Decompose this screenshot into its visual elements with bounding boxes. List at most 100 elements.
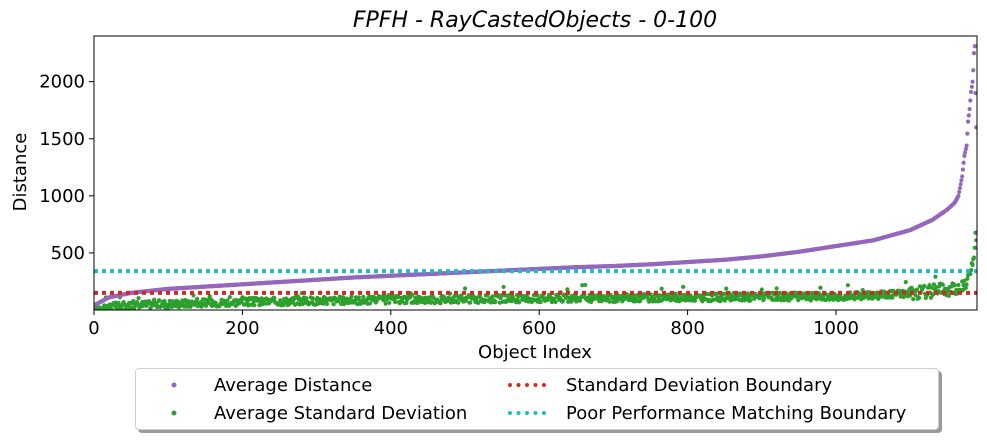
- point-average-distance: [963, 150, 968, 155]
- point-average-standard-deviation: [615, 298, 620, 303]
- point-average-standard-deviation: [922, 283, 927, 288]
- point-average-standard-deviation: [538, 299, 543, 305]
- point-average-standard-deviation: [724, 286, 729, 291]
- point-average-standard-deviation: [438, 301, 443, 306]
- point-average-standard-deviation: [903, 280, 908, 285]
- point-average-standard-deviation: [974, 238, 977, 243]
- point-average-distance: [958, 182, 963, 187]
- legend-item-poor-performance-matching-boundary: Poor Performance Matching Boundary: [506, 401, 906, 425]
- point-average-distance: [973, 90, 977, 96]
- point-average-standard-deviation: [324, 301, 330, 307]
- point-average-standard-deviation: [913, 292, 918, 298]
- point-average-distance: [968, 89, 974, 95]
- point-average-standard-deviation: [659, 286, 664, 291]
- point-average-distance: [960, 167, 966, 172]
- point-average-standard-deviation: [225, 298, 230, 303]
- series-average-standard-deviation: [94, 230, 977, 310]
- point-average-standard-deviation: [252, 303, 257, 308]
- point-average-standard-deviation: [565, 287, 570, 292]
- point-average-standard-deviation: [583, 282, 588, 288]
- point-average-distance: [971, 68, 976, 73]
- point-average-standard-deviation: [560, 298, 566, 304]
- point-average-standard-deviation: [517, 300, 522, 305]
- point-average-standard-deviation: [462, 286, 468, 291]
- point-average-standard-deviation: [931, 282, 937, 287]
- point-average-distance: [964, 143, 969, 148]
- legend-item-average-distance: Average Distance: [154, 373, 372, 397]
- point-average-standard-deviation: [956, 282, 961, 288]
- legend-marker-red-dotted-line: [506, 373, 546, 397]
- point-average-standard-deviation: [109, 307, 114, 310]
- point-average-standard-deviation: [917, 295, 922, 301]
- point-average-standard-deviation: [563, 295, 569, 301]
- chart-title: FPFH - RayCastedObjects - 0-100: [353, 8, 717, 33]
- point-average-standard-deviation: [331, 302, 336, 307]
- point-average-standard-deviation: [692, 298, 698, 303]
- point-average-distance: [974, 125, 977, 130]
- point-average-distance: [957, 185, 963, 191]
- point-average-standard-deviation: [349, 294, 354, 299]
- point-average-standard-deviation: [963, 285, 968, 291]
- point-average-distance: [969, 84, 974, 89]
- point-average-standard-deviation: [361, 294, 366, 299]
- point-average-standard-deviation: [796, 298, 801, 303]
- point-average-standard-deviation: [456, 300, 461, 305]
- point-average-standard-deviation: [278, 298, 283, 303]
- y-tick-label: 1000: [39, 186, 85, 207]
- point-average-standard-deviation: [501, 284, 506, 290]
- point-average-distance: [968, 98, 973, 103]
- point-average-standard-deviation: [973, 230, 977, 235]
- point-average-standard-deviation: [410, 293, 415, 298]
- point-average-standard-deviation: [136, 295, 141, 301]
- point-average-standard-deviation: [157, 298, 162, 303]
- point-average-distance: [959, 178, 964, 183]
- y-tick-label: 1500: [39, 129, 85, 150]
- legend-marker-purple-dot: [154, 373, 194, 397]
- point-average-standard-deviation: [700, 299, 705, 304]
- point-average-standard-deviation: [203, 303, 209, 309]
- point-average-standard-deviation: [213, 300, 218, 305]
- point-average-standard-deviation: [971, 255, 977, 260]
- point-average-standard-deviation: [442, 294, 447, 300]
- point-average-standard-deviation: [272, 295, 277, 301]
- point-average-standard-deviation: [757, 296, 762, 301]
- point-average-distance: [963, 146, 968, 152]
- point-average-distance: [957, 189, 962, 195]
- point-average-standard-deviation: [909, 285, 914, 290]
- point-average-standard-deviation: [972, 245, 977, 250]
- point-average-standard-deviation: [393, 299, 398, 305]
- x-tick-label: 800: [670, 318, 704, 339]
- point-average-standard-deviation: [965, 276, 970, 281]
- point-average-standard-deviation: [714, 291, 719, 296]
- point-average-standard-deviation: [962, 278, 967, 283]
- y-tick-label: 2000: [39, 72, 85, 93]
- point-average-standard-deviation: [125, 307, 130, 310]
- point-average-standard-deviation: [399, 299, 405, 304]
- point-average-standard-deviation: [914, 287, 919, 292]
- point-average-standard-deviation: [166, 305, 171, 310]
- point-average-standard-deviation: [468, 300, 473, 305]
- y-tick-label: 500: [51, 243, 85, 264]
- point-average-standard-deviation: [946, 293, 951, 298]
- point-average-standard-deviation: [970, 262, 975, 267]
- point-average-standard-deviation: [673, 291, 678, 296]
- point-average-distance: [972, 44, 977, 49]
- point-average-standard-deviation: [759, 287, 764, 292]
- legend-marker-cyan-dotted-line: [506, 401, 546, 425]
- point-average-standard-deviation: [607, 299, 612, 304]
- point-average-standard-deviation: [383, 301, 388, 306]
- point-average-standard-deviation: [968, 268, 974, 273]
- point-average-standard-deviation: [952, 283, 957, 288]
- point-average-standard-deviation: [367, 301, 373, 306]
- point-average-standard-deviation: [748, 298, 753, 303]
- point-average-standard-deviation: [553, 299, 558, 305]
- point-average-standard-deviation: [964, 282, 969, 287]
- point-average-standard-deviation: [779, 298, 784, 303]
- point-average-distance: [962, 153, 967, 158]
- legend-item-standard-deviation-boundary: Standard Deviation Boundary: [506, 373, 832, 397]
- legend: Average Distance Average Standard Deviat…: [135, 368, 939, 430]
- point-average-standard-deviation: [774, 286, 779, 291]
- point-average-standard-deviation: [387, 300, 392, 306]
- point-average-standard-deviation: [310, 296, 315, 301]
